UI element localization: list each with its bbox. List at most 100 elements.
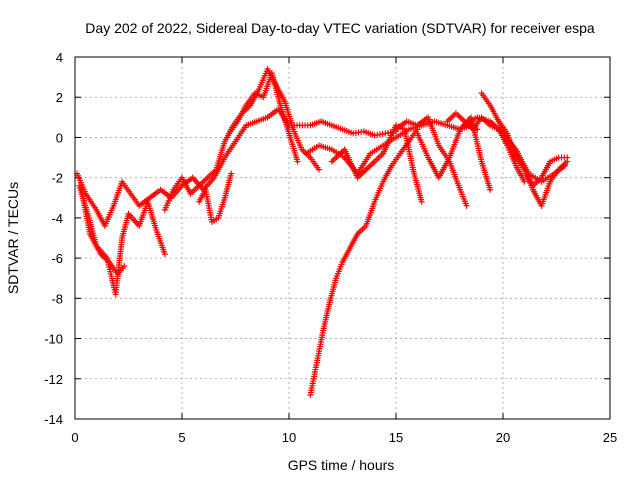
data-point-run (402, 128, 416, 171)
data-point-run (447, 160, 463, 191)
data-point-run (211, 216, 220, 224)
data-point-run (327, 277, 339, 304)
data-point-run (120, 180, 133, 195)
data-point (418, 198, 425, 205)
data-point-run (320, 119, 333, 128)
data-point-run (111, 180, 125, 207)
series-sat-j (393, 114, 470, 209)
data-point-run (154, 229, 168, 255)
series-sat-i (328, 122, 425, 205)
data-point-run (390, 152, 402, 167)
x-tick-label: 20 (496, 430, 510, 445)
data-point (487, 186, 494, 193)
data-point-run (446, 111, 458, 123)
y-axis-label: SDTVAR / TECUs (5, 182, 21, 294)
data-point-run (540, 171, 556, 184)
data-point-run (368, 152, 385, 168)
y-tick-label: 0 (56, 130, 63, 145)
data-point-run (436, 156, 452, 179)
data-point-run (333, 261, 345, 279)
x-tick-label: 25 (603, 430, 617, 445)
x-tick-label: 5 (178, 430, 185, 445)
data-point-run (363, 200, 377, 227)
y-tick-label: 2 (56, 90, 63, 105)
data-point-run (256, 115, 269, 124)
y-tick-label: -12 (44, 372, 63, 387)
data-point-run (425, 116, 441, 147)
data-point-run (405, 119, 419, 128)
data-point-run (476, 115, 492, 124)
y-tick-label: -6 (51, 251, 63, 266)
data-point-run (266, 107, 280, 119)
series-sat-e (196, 170, 235, 225)
data-point-run (222, 172, 234, 199)
data-point (121, 263, 128, 270)
data-point-run (145, 200, 159, 231)
data-point-run (497, 120, 509, 135)
data-point-run (501, 132, 518, 151)
data-point-run (488, 104, 501, 123)
data-point-run (410, 168, 425, 203)
data-point-run (278, 104, 292, 135)
data-point-run (119, 213, 131, 239)
data-point-run (88, 232, 103, 256)
y-tick-label: -4 (51, 211, 63, 226)
data-point-run (527, 171, 543, 184)
data-point-run (394, 119, 408, 132)
data-point-run (553, 163, 567, 176)
data-point-run (349, 232, 360, 248)
data-point-run (480, 92, 492, 107)
data-point-run (107, 261, 120, 276)
data-point-run (318, 143, 333, 152)
data-point (562, 162, 569, 169)
data-point-run (330, 123, 344, 132)
data-point-run (213, 140, 228, 171)
data-point (228, 170, 235, 177)
data-point-run (227, 120, 240, 135)
data-point-run (342, 148, 360, 179)
data-point-run (340, 245, 353, 264)
data-point-run (206, 168, 218, 180)
data-point-run (320, 301, 333, 332)
data-point-run (269, 72, 283, 107)
series-sat-o (461, 114, 569, 185)
data-point-run (274, 84, 287, 103)
data-point-run (299, 122, 311, 129)
data-point-run (356, 164, 372, 180)
data-point-run (223, 140, 238, 159)
data-point-run (539, 160, 553, 179)
y-tick-label: 4 (56, 50, 63, 65)
data-point-run (116, 265, 126, 276)
plot-frame (74, 56, 611, 420)
data-point-run (372, 180, 386, 203)
data-point-run (454, 111, 466, 123)
data-point-run (539, 180, 553, 207)
data-point (463, 202, 470, 209)
data-point-run (307, 361, 320, 396)
data-point-run (244, 92, 257, 107)
data-point-run (479, 160, 493, 191)
data-point (315, 166, 322, 173)
y-tick-label: -14 (44, 412, 63, 427)
data-point-run (463, 115, 479, 128)
data-point-run (235, 104, 249, 123)
data-point-run (416, 115, 430, 128)
data-point-run (471, 116, 484, 131)
data-point-run (369, 143, 385, 156)
series-sat-c (78, 186, 128, 278)
data-point-run (505, 144, 518, 167)
data-point-run (314, 329, 326, 364)
y-tick-label: -2 (51, 171, 63, 186)
data-point (161, 251, 168, 258)
data-point-run (78, 188, 93, 235)
data-point-run (102, 205, 116, 227)
data-point-run (162, 188, 176, 211)
data-point-run (381, 164, 394, 183)
data-point-run (447, 128, 463, 159)
data-point-run (129, 192, 141, 207)
chart-title: Day 202 of 2022, Sidereal Day-to-day VTE… (85, 20, 595, 36)
y-tick-label: -8 (51, 291, 63, 306)
tick-labels: 0 5 10 15 20 25 -14 -12 -10 -8 -6 -4 -2 0 2 4 (44, 50, 617, 445)
